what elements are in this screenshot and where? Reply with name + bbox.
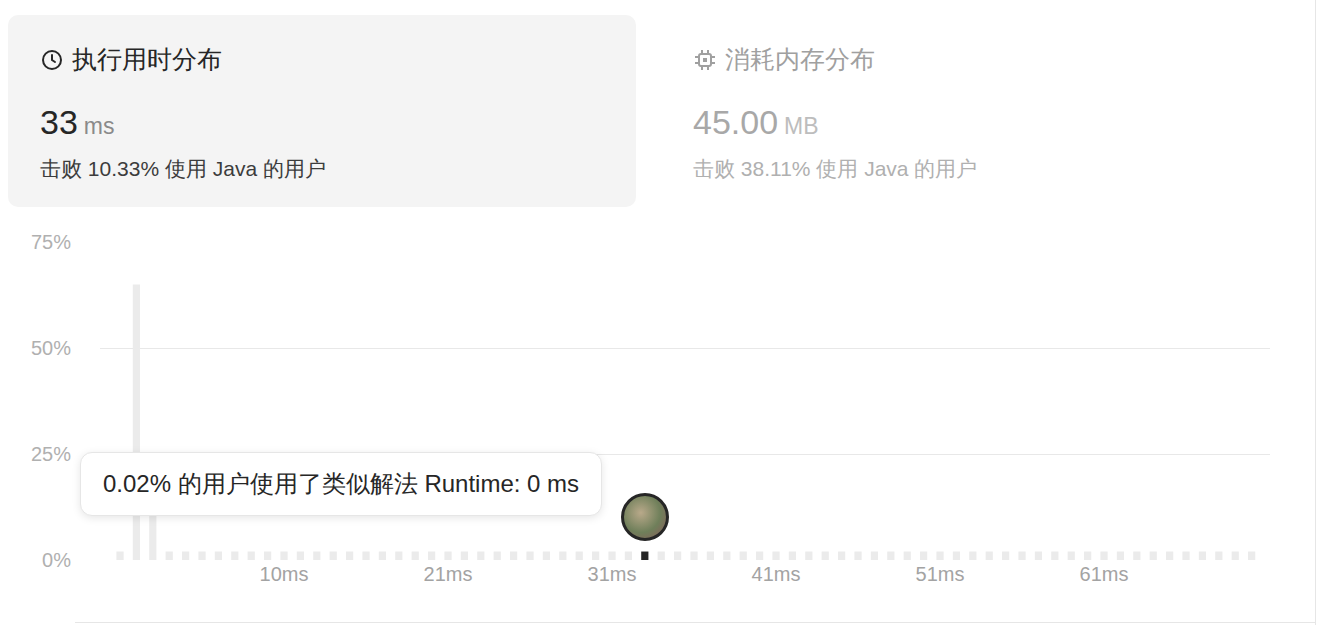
html-text:击败 38.11% 使用 Java 的用户: 击败 38.11% 使用 Java 的用户: [693, 157, 978, 180]
svg-text:51ms: 51ms: [916, 563, 965, 585]
svg-text:41ms: 41ms: [752, 563, 801, 585]
svg-text:31ms: 31ms: [588, 563, 637, 585]
svg-text:75%: 75%: [31, 231, 71, 253]
svg-text:61ms: 61ms: [1080, 563, 1129, 585]
svg-text:21ms: 21ms: [424, 563, 473, 585]
svg-text:50%: 50%: [31, 337, 71, 359]
svg-text:0%: 0%: [42, 549, 71, 571]
svg-text:25%: 25%: [31, 443, 71, 465]
html-text:45.00 MB: 45.00 MB: [693, 103, 819, 141]
svg-text:10ms: 10ms: [260, 563, 309, 585]
html-text:击败 10.33% 使用 Java 的用户: 击败 10.33% 使用 Java 的用户: [40, 157, 326, 180]
html-text:33 ms: 33 ms: [40, 103, 115, 141]
html-text:0.02% 的用户使用了类似解法 Runtime: 0 ms: 0.02% 的用户使用了类似解法 Runtime: 0 ms: [103, 470, 580, 497]
html-text:消耗内存分布: 消耗内存分布: [725, 45, 875, 73]
html-text:执行用时分布: 执行用时分布: [72, 45, 222, 73]
